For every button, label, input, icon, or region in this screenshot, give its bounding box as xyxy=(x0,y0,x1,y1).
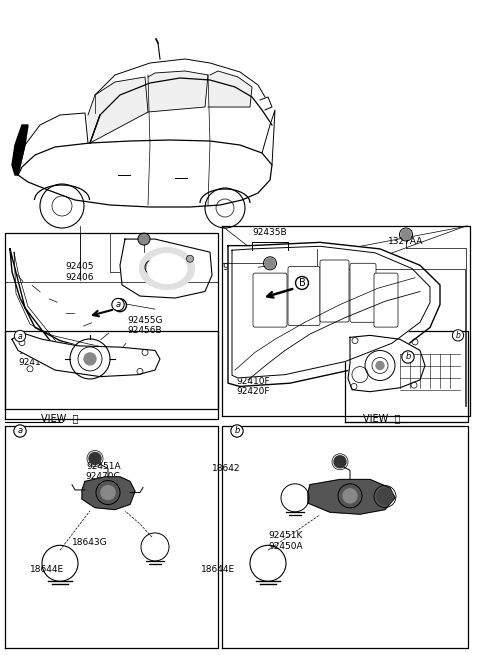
Text: a: a xyxy=(17,426,23,436)
Polygon shape xyxy=(208,71,252,107)
Text: 18643G: 18643G xyxy=(72,538,108,547)
Ellipse shape xyxy=(140,248,194,290)
Circle shape xyxy=(188,256,192,261)
Polygon shape xyxy=(82,477,135,510)
Polygon shape xyxy=(348,335,425,392)
Text: VIEW  Ⓐ: VIEW Ⓐ xyxy=(41,413,79,423)
Text: b: b xyxy=(234,426,240,436)
Circle shape xyxy=(376,362,384,369)
Circle shape xyxy=(146,262,157,272)
Polygon shape xyxy=(12,333,160,377)
Text: 92482: 92482 xyxy=(222,263,251,272)
Text: 92451A
92470C: 92451A 92470C xyxy=(86,462,120,481)
Text: b: b xyxy=(456,331,460,340)
Text: 18644E: 18644E xyxy=(201,565,236,574)
Polygon shape xyxy=(148,71,208,112)
Text: b: b xyxy=(405,352,411,362)
Text: A: A xyxy=(117,300,123,310)
Circle shape xyxy=(139,234,149,244)
Circle shape xyxy=(401,229,411,240)
Text: 92413B
92414B: 92413B 92414B xyxy=(19,347,53,367)
FancyBboxPatch shape xyxy=(320,260,349,322)
FancyBboxPatch shape xyxy=(374,273,398,327)
FancyBboxPatch shape xyxy=(350,263,376,322)
Text: 92405
92406: 92405 92406 xyxy=(65,262,94,282)
Text: 92401A
92402A: 92401A 92402A xyxy=(300,251,334,271)
Text: 92435B: 92435B xyxy=(252,228,287,237)
Circle shape xyxy=(334,456,346,468)
Text: a: a xyxy=(18,331,22,341)
Ellipse shape xyxy=(147,253,187,284)
Text: 86839: 86839 xyxy=(274,256,302,265)
FancyBboxPatch shape xyxy=(253,273,287,327)
Polygon shape xyxy=(228,242,440,386)
Text: 18644E: 18644E xyxy=(30,565,64,574)
Circle shape xyxy=(84,353,96,365)
Circle shape xyxy=(89,453,101,464)
Circle shape xyxy=(265,258,275,269)
Text: 92451K
92450A: 92451K 92450A xyxy=(268,531,303,551)
Circle shape xyxy=(377,489,393,504)
Polygon shape xyxy=(308,479,395,514)
Polygon shape xyxy=(10,249,145,373)
Text: 1327AA: 1327AA xyxy=(126,241,162,250)
Circle shape xyxy=(343,489,357,503)
Polygon shape xyxy=(88,77,148,143)
Text: a: a xyxy=(115,300,120,309)
Text: 92410F
92420F: 92410F 92420F xyxy=(236,377,270,396)
Circle shape xyxy=(101,485,115,500)
Polygon shape xyxy=(12,125,28,175)
Text: VIEW  Ⓑ: VIEW Ⓑ xyxy=(363,413,401,423)
Polygon shape xyxy=(232,246,430,378)
Text: 1021BA: 1021BA xyxy=(163,257,198,267)
Text: 1327AA: 1327AA xyxy=(388,236,423,246)
FancyBboxPatch shape xyxy=(288,267,320,326)
Text: 18642: 18642 xyxy=(212,464,241,473)
Text: B: B xyxy=(299,278,305,288)
Polygon shape xyxy=(120,239,212,298)
Text: 92455G
92456B: 92455G 92456B xyxy=(127,316,163,335)
